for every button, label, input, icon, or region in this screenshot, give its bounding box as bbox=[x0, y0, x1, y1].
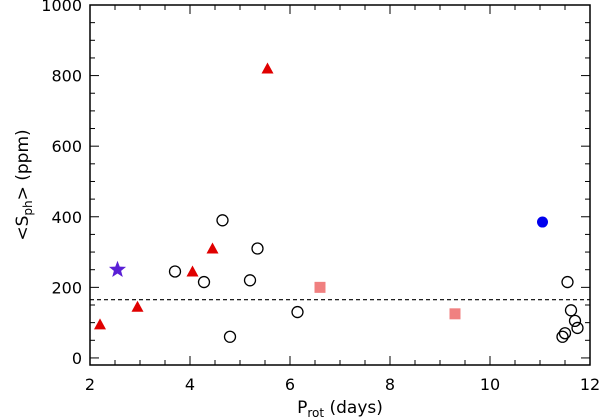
axis-ticks bbox=[89, 4, 591, 365]
y-tick-label: 400 bbox=[51, 208, 82, 227]
open-circle-marker bbox=[243, 274, 257, 287]
data-markers bbox=[94, 62, 584, 343]
open-circle-marker bbox=[568, 314, 582, 328]
open-circle-marker bbox=[216, 214, 229, 227]
square-marker bbox=[314, 281, 326, 293]
x-tick-label: 6 bbox=[285, 375, 295, 394]
y-tick-label: 0 bbox=[72, 349, 82, 368]
axis-tick-labels: 2 4 6 8 10 12 0 200 400 600 800 1000 bbox=[41, 0, 600, 394]
open-circle-marker bbox=[558, 327, 572, 340]
y-tick-label: 1000 bbox=[41, 0, 82, 15]
open-circle-marker bbox=[291, 305, 304, 319]
x-tick-label: 12 bbox=[580, 375, 600, 394]
triangle-marker bbox=[206, 242, 219, 254]
open-circle-marker bbox=[223, 330, 237, 343]
open-circle-marker bbox=[197, 275, 211, 289]
filled-circle-marker bbox=[537, 216, 548, 228]
open-circle-marker bbox=[251, 242, 264, 255]
open-circle-marker bbox=[168, 265, 182, 278]
y-tick-label: 600 bbox=[51, 137, 82, 156]
triangle-marker bbox=[94, 318, 106, 330]
plot-frame bbox=[89, 4, 591, 366]
triangle-marker bbox=[186, 265, 199, 277]
y-axis-label: <Sph> (ppm) bbox=[13, 129, 35, 240]
triangle-marker bbox=[131, 300, 144, 312]
x-tick-label: 8 bbox=[385, 375, 395, 394]
open-circle-marker bbox=[561, 275, 574, 289]
y-tick-label: 200 bbox=[51, 278, 82, 297]
open-circle-marker bbox=[564, 304, 578, 317]
x-tick-label: 4 bbox=[185, 375, 195, 394]
y-tick-label: 800 bbox=[51, 67, 82, 86]
x-axis-label: Prot (days) bbox=[297, 398, 383, 420]
triangle-marker bbox=[261, 62, 274, 74]
open-circle-marker bbox=[556, 330, 569, 343]
x-tick-label: 10 bbox=[480, 375, 500, 394]
square-marker bbox=[449, 308, 461, 320]
open-circle-marker bbox=[571, 321, 584, 335]
star-marker bbox=[108, 260, 127, 277]
x-tick-label: 2 bbox=[85, 375, 95, 394]
